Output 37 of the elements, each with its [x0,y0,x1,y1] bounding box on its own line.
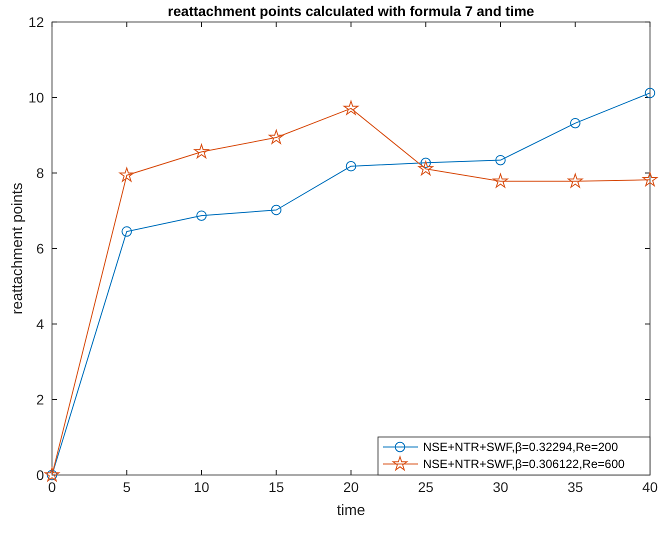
point [642,172,658,186]
point [344,100,358,115]
x-tick-label: 20 [343,479,359,495]
point [644,88,656,98]
x-tick-label: 15 [268,479,284,495]
x-tick-label: 10 [194,479,210,495]
y-axis-title: reattachment points [9,182,26,314]
chart-title: reattachment points calculated with formula 7 and time [168,3,534,19]
x-tick-label: 0 [48,479,56,495]
y-tick-label: 12 [28,14,44,30]
x-axis-title: time [336,502,366,519]
point [568,173,583,188]
point [44,467,60,482]
y-tick-label: 6 [36,240,44,256]
point [119,167,134,182]
legend-label: NSE+NTR+SWF,β=0.306122,Re=600 [423,457,626,472]
point [495,154,506,166]
x-tick-label: 35 [567,479,584,495]
y-tick-label: 8 [36,164,44,181]
point [493,173,508,188]
point [418,161,434,176]
point [570,118,580,128]
point [271,204,282,216]
legend-label: NSE+NTR+SWF,β=0.32294,Re=200 [423,440,618,454]
x-tick-label: 25 [418,479,434,495]
y-tick-label: 4 [36,316,44,332]
point [268,130,284,144]
y-tick-label: 2 [36,391,44,408]
point [196,210,207,221]
y-tick-label: 10 [28,89,44,106]
point [194,144,209,158]
point [122,226,132,237]
x-tick-label: 40 [642,479,658,495]
x-tick-label: 30 [492,479,508,495]
x-tick-label: 5 [122,479,131,495]
y-tick-label: 0 [36,466,44,483]
point [346,160,356,172]
